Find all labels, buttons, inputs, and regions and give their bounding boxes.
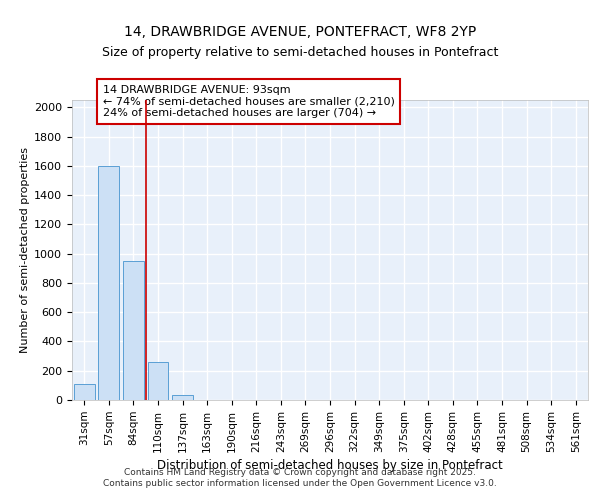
Bar	[148, 362, 169, 400]
Bar	[74, 384, 95, 400]
Text: Size of property relative to semi-detached houses in Pontefract: Size of property relative to semi-detach…	[102, 46, 498, 59]
X-axis label: Distribution of semi-detached houses by size in Pontefract: Distribution of semi-detached houses by …	[157, 459, 503, 472]
Text: Contains HM Land Registry data © Crown copyright and database right 2025.
Contai: Contains HM Land Registry data © Crown c…	[103, 468, 497, 487]
Bar	[123, 261, 144, 400]
Bar	[172, 395, 193, 400]
Y-axis label: Number of semi-detached properties: Number of semi-detached properties	[20, 147, 30, 353]
Text: 14, DRAWBRIDGE AVENUE, PONTEFRACT, WF8 2YP: 14, DRAWBRIDGE AVENUE, PONTEFRACT, WF8 2…	[124, 26, 476, 40]
Text: 14 DRAWBRIDGE AVENUE: 93sqm
← 74% of semi-detached houses are smaller (2,210)
24: 14 DRAWBRIDGE AVENUE: 93sqm ← 74% of sem…	[103, 85, 395, 118]
Bar	[98, 166, 119, 400]
